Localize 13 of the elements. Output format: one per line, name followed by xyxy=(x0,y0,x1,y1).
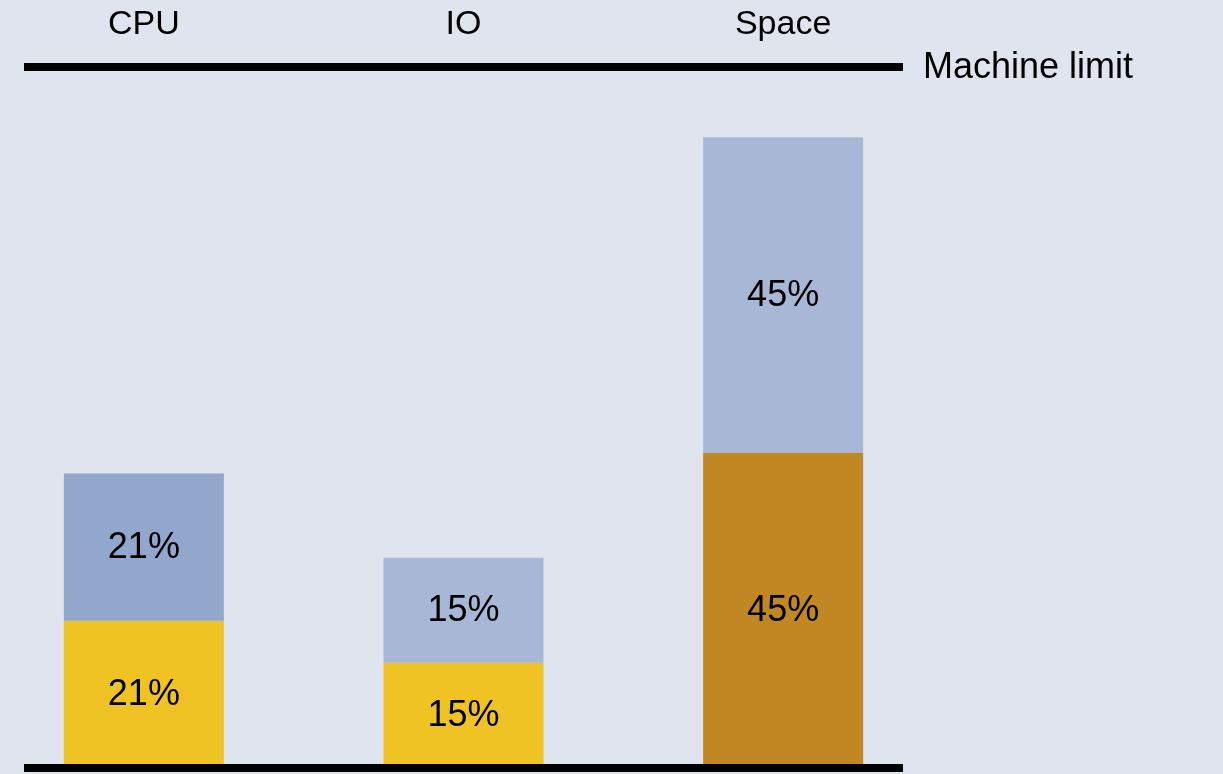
data-label: 45% xyxy=(747,272,820,314)
ref-line-label: Machine limit xyxy=(923,45,1134,87)
x-tick-label: CPU xyxy=(107,2,180,41)
bar xyxy=(703,137,864,453)
bar xyxy=(63,473,224,621)
data-label: 21% xyxy=(107,525,180,567)
data-label: 15% xyxy=(427,588,500,630)
x-tick-label: Space xyxy=(734,2,832,41)
bar xyxy=(383,557,544,663)
x-tick-label: IO xyxy=(445,2,482,41)
data-label: 15% xyxy=(427,693,500,735)
data-label: 45% xyxy=(747,588,820,630)
data-label: 21% xyxy=(107,672,180,714)
